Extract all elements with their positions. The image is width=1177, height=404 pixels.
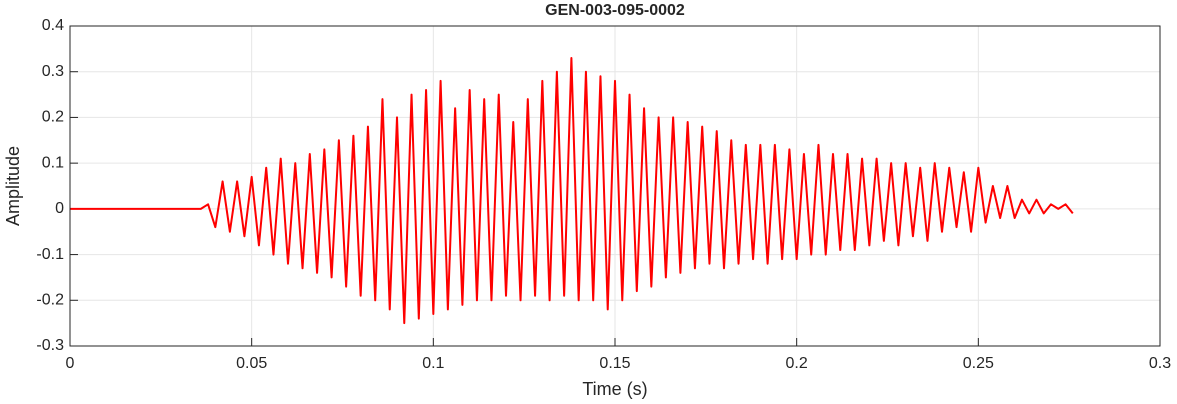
y-tick-label: 0.3: [42, 63, 64, 80]
y-tick-label: -0.1: [36, 246, 64, 263]
y-tick-label: 0: [55, 200, 64, 217]
x-tick-label: 0.2: [786, 355, 808, 372]
y-tick-label: 0.2: [42, 109, 64, 126]
plot-border: [69, 25, 1161, 347]
x-tick-label: 0.05: [236, 355, 267, 372]
x-tick-label: 0: [66, 355, 75, 372]
x-tick-label: 0.3: [1149, 355, 1171, 372]
chart-title: GEN-003-095-0002: [545, 2, 685, 19]
x-tick-label: 0.1: [422, 355, 444, 372]
y-axis-label: Amplitude: [3, 146, 23, 226]
y-tick-label: -0.2: [36, 292, 64, 309]
y-tick-label: 0.1: [42, 154, 64, 171]
x-tick-label: 0.15: [599, 355, 630, 372]
x-tick-label: 0.25: [963, 355, 994, 372]
waveform-line: [70, 57, 1074, 325]
y-tick-label: 0.4: [42, 17, 64, 34]
y-tick-label: -0.3: [36, 337, 64, 354]
x-axis-label: Time (s): [582, 379, 647, 399]
